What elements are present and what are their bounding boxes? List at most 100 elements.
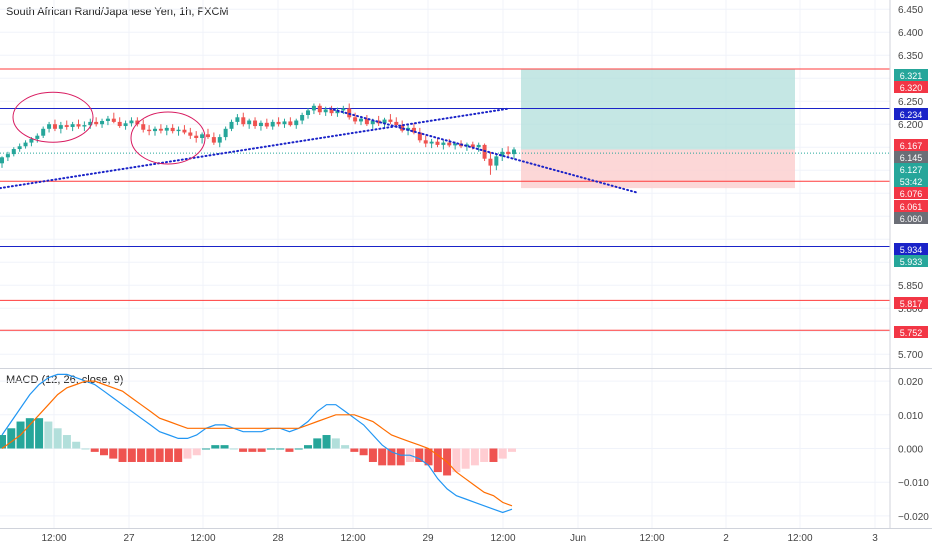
macd-histogram-bar	[378, 448, 387, 466]
candle[interactable]	[217, 137, 222, 143]
macd-histogram-bar	[331, 438, 340, 449]
candle[interactable]	[35, 135, 40, 139]
candle[interactable]	[488, 158, 493, 166]
candle[interactable]	[270, 121, 275, 127]
candle[interactable]	[311, 105, 316, 111]
candle[interactable]	[235, 117, 240, 122]
candle[interactable]	[506, 151, 511, 155]
candle[interactable]	[441, 142, 446, 145]
candle[interactable]	[429, 141, 434, 144]
candle[interactable]	[82, 125, 87, 127]
candle[interactable]	[353, 117, 358, 122]
candle[interactable]	[394, 121, 399, 126]
candle[interactable]	[164, 127, 169, 131]
candle[interactable]	[0, 157, 4, 164]
candle[interactable]	[23, 142, 28, 147]
candle[interactable]	[288, 121, 293, 126]
candle[interactable]	[52, 124, 57, 129]
candle[interactable]	[135, 120, 140, 125]
candle[interactable]	[105, 118, 110, 121]
candle[interactable]	[29, 138, 34, 143]
highlight-ellipse[interactable]	[130, 111, 206, 165]
candle[interactable]	[329, 109, 334, 114]
candle[interactable]	[111, 118, 116, 122]
candle[interactable]	[500, 151, 505, 157]
candle[interactable]	[123, 123, 128, 127]
candle[interactable]	[400, 125, 405, 131]
candle[interactable]	[423, 140, 428, 144]
candle[interactable]	[64, 125, 69, 127]
candle[interactable]	[282, 121, 287, 125]
candle[interactable]	[358, 118, 363, 122]
x-tick-label: 29	[422, 533, 434, 544]
candle[interactable]	[453, 143, 458, 146]
candle[interactable]	[435, 141, 440, 145]
candle[interactable]	[47, 124, 52, 129]
macd-histogram-bar	[35, 418, 44, 449]
candle[interactable]	[317, 105, 322, 113]
candle[interactable]	[306, 110, 311, 115]
candle[interactable]	[94, 121, 99, 125]
candle[interactable]	[494, 156, 499, 166]
candle[interactable]	[341, 108, 346, 111]
candle[interactable]	[147, 129, 152, 132]
candle[interactable]	[100, 120, 105, 125]
candle[interactable]	[211, 137, 216, 143]
candle[interactable]	[370, 120, 375, 125]
candle[interactable]	[176, 129, 181, 132]
candle[interactable]	[323, 109, 328, 113]
candle[interactable]	[294, 120, 299, 126]
candle[interactable]	[253, 120, 258, 127]
candle[interactable]	[17, 146, 22, 150]
macd-histogram-bar	[433, 448, 442, 473]
candle[interactable]	[258, 122, 263, 127]
candle[interactable]	[335, 110, 340, 114]
candle[interactable]	[376, 120, 381, 124]
macd-histogram-bar	[229, 448, 238, 450]
falling-trendline[interactable]	[329, 107, 637, 194]
candle[interactable]	[88, 121, 93, 126]
candle[interactable]	[194, 135, 199, 138]
rising-trendline[interactable]	[0, 107, 510, 190]
candle[interactable]	[58, 125, 63, 129]
candle[interactable]	[382, 119, 387, 124]
candle[interactable]	[76, 124, 81, 127]
candle[interactable]	[476, 144, 481, 148]
candle[interactable]	[417, 132, 422, 141]
macd-y-tick-label: 0.010	[898, 411, 923, 422]
candle[interactable]	[411, 127, 416, 133]
candle[interactable]	[276, 121, 281, 125]
candle[interactable]	[129, 120, 134, 124]
candle[interactable]	[11, 149, 16, 155]
candle[interactable]	[300, 115, 305, 121]
candle[interactable]	[241, 117, 246, 125]
candle[interactable]	[5, 154, 10, 158]
candle[interactable]	[247, 120, 252, 125]
candle[interactable]	[229, 121, 234, 129]
candle[interactable]	[470, 144, 475, 148]
candle[interactable]	[364, 118, 369, 125]
candle[interactable]	[170, 127, 175, 132]
candle[interactable]	[188, 132, 193, 136]
candle[interactable]	[205, 134, 210, 138]
candle[interactable]	[447, 142, 452, 146]
candle[interactable]	[117, 121, 122, 127]
candle[interactable]	[182, 129, 187, 133]
candle[interactable]	[464, 144, 469, 147]
candle[interactable]	[41, 128, 46, 136]
candle[interactable]	[153, 128, 158, 132]
signal-line	[1, 380, 513, 507]
candle[interactable]	[223, 128, 228, 138]
stop-zone[interactable]	[521, 149, 795, 189]
macd-histogram-bar	[146, 448, 155, 462]
candle[interactable]	[264, 122, 269, 127]
candle[interactable]	[200, 134, 205, 138]
candle[interactable]	[512, 149, 516, 155]
price-label-text: 6.167	[900, 141, 923, 151]
candle[interactable]	[158, 128, 163, 131]
candle[interactable]	[70, 124, 75, 127]
candle[interactable]	[388, 119, 393, 122]
highlight-ellipse[interactable]	[12, 91, 94, 143]
candle[interactable]	[141, 124, 146, 130]
